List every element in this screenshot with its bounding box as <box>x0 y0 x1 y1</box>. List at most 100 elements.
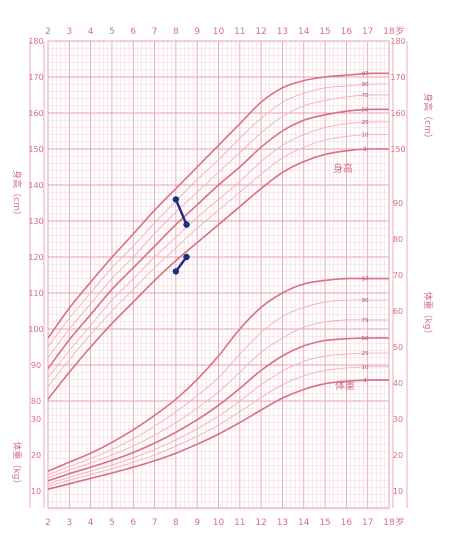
x-tick-label-bottom: 13 <box>277 518 288 528</box>
x-tick-label-bottom: 7 <box>152 518 158 528</box>
height-tick-label-right: 170 <box>390 73 405 82</box>
weight-tick-label-right: 90 <box>393 199 403 208</box>
x-tick-label-bottom: 17 <box>362 518 373 528</box>
x-tick-label-top: 2 <box>45 27 51 37</box>
weight-percentile-label-p3: 3 <box>363 378 367 384</box>
child-weight-point <box>183 221 190 228</box>
height-percentile-curve-p90 <box>47 83 390 348</box>
height-percentile-label-p75: 75 <box>362 93 369 99</box>
height-tick-label-right: 150 <box>390 145 405 154</box>
x-tick-label-bottom: 5 <box>109 518 115 528</box>
height-tick-label-left: 100 <box>28 325 43 334</box>
height-tick-label-left: 170 <box>28 73 43 82</box>
child-weight-segment <box>174 198 188 226</box>
weight-tick-label-right: 30 <box>393 415 403 424</box>
weight-percentile-label-p10: 10 <box>362 365 369 371</box>
x-tick-label-top: 8 <box>173 27 179 37</box>
weight-percentile-label-p90: 90 <box>362 298 369 304</box>
x-tick-label-top: 13 <box>277 27 288 37</box>
x-tick-label-top: 16 <box>341 27 353 37</box>
weight-tick-label-right: 20 <box>393 451 403 460</box>
x-tick-label-top: 5 <box>109 27 115 37</box>
height-tick-label-right: 160 <box>390 109 405 118</box>
weight-percentile-curve-p10 <box>47 366 390 487</box>
x-tick-label-top: 15 <box>319 27 330 37</box>
x-tick-label-top: 4 <box>88 27 94 37</box>
height-percentile-label-p25: 25 <box>362 120 369 126</box>
height-axis-title-right: 身高（cm） <box>422 93 434 143</box>
weight-tick-label-right: 50 <box>393 343 403 352</box>
grid-layer <box>29 40 408 510</box>
x-tick-label-bottom: 6 <box>130 518 136 528</box>
height-block-label: 身高 <box>333 162 353 175</box>
weight-percentile-curve-p50 <box>47 337 390 482</box>
x-tick-label-bottom: 10 <box>213 518 225 528</box>
height-axis-title-left: 身高（cm） <box>11 170 23 220</box>
weight-axis-title-right: 体重（kg） <box>422 292 434 339</box>
height-tick-label-left: 120 <box>28 253 43 262</box>
weight-tick-label-left: 20 <box>31 451 41 460</box>
height-tick-label-left: 80 <box>31 397 41 406</box>
x-tick-label-top: 14 <box>298 27 310 37</box>
weight-tick-label-right: 70 <box>393 271 403 280</box>
weight-percentile-label-p50: 50 <box>362 336 369 342</box>
height-tick-label-left: 130 <box>28 217 43 226</box>
height-percentile-curve-p3 <box>47 148 390 400</box>
x-tick-label-bottom: 9 <box>194 518 200 528</box>
weight-percentile-label-p25: 25 <box>362 351 369 357</box>
weight-tick-label-left: 30 <box>31 415 41 424</box>
x-tick-label-top: 17 <box>362 27 373 37</box>
x-tick-label-bottom: 16 <box>341 518 353 528</box>
height-tick-label-right: 180 <box>390 37 405 46</box>
child-height-point <box>172 268 180 275</box>
weight-tick-label-right: 40 <box>393 379 403 388</box>
x-unit-label-bottom: 岁 <box>395 516 404 528</box>
height-percentile-label-p90: 90 <box>362 82 369 88</box>
weight-percentile-curve-p97 <box>47 277 389 472</box>
child-weight-point <box>172 196 180 203</box>
x-tick-label-top: 10 <box>213 27 225 37</box>
x-tick-label-bottom: 12 <box>255 518 266 528</box>
weight-tick-label-right: 10 <box>393 487 403 496</box>
x-tick-label-bottom: 8 <box>173 518 179 528</box>
x-tick-label-bottom: 11 <box>234 518 245 528</box>
weight-percentile-curve-p75 <box>47 319 389 479</box>
height-percentile-label-p50: 50 <box>362 107 369 113</box>
weight-axis-title-left: 体重（kg） <box>11 442 23 489</box>
height-tick-label-left: 160 <box>28 109 43 118</box>
x-tick-label-top: 18 <box>383 27 395 37</box>
x-tick-label-bottom: 15 <box>319 518 330 528</box>
height-tick-label-left: 150 <box>28 145 43 154</box>
height-percentile-curve-p75 <box>47 94 390 359</box>
weight-tick-label-left: 10 <box>31 487 41 496</box>
height-tick-label-left: 140 <box>28 181 43 190</box>
x-tick-label-bottom: 4 <box>88 518 94 528</box>
height-percentile-curve-p50 <box>47 108 390 370</box>
weight-percentile-label-p75: 75 <box>362 318 369 324</box>
weight-percentile-curve-p25 <box>47 352 390 485</box>
weight-block-label: 体重 <box>335 379 355 392</box>
x-tick-label-bottom: 2 <box>45 518 51 528</box>
weight-percentile-curve-p3 <box>47 379 390 490</box>
x-tick-label-top: 11 <box>234 27 245 37</box>
height-percentile-label-p97: 97 <box>362 71 369 77</box>
weight-percentile-curve-p90 <box>47 299 389 476</box>
weight-tick-label-right: 60 <box>393 307 403 316</box>
weight-percentile-label-p97: 97 <box>362 277 369 283</box>
height-percentile-label-p3: 3 <box>363 147 367 153</box>
height-tick-label-left: 110 <box>28 289 43 298</box>
weight-tick-label-right: 80 <box>393 235 403 244</box>
height-tick-label-left: 180 <box>28 37 43 46</box>
x-unit-label-top: 岁 <box>395 25 404 37</box>
x-tick-label-top: 12 <box>255 27 266 37</box>
x-tick-label-top: 9 <box>194 27 200 37</box>
height-tick-label-left: 90 <box>31 361 41 370</box>
x-tick-label-top: 3 <box>66 27 72 37</box>
child-height-point <box>183 253 190 261</box>
child-data-layer <box>172 196 190 275</box>
x-tick-label-bottom: 14 <box>298 518 310 528</box>
height-percentile-curve-p10 <box>47 134 390 387</box>
x-tick-label-bottom: 3 <box>66 518 72 528</box>
